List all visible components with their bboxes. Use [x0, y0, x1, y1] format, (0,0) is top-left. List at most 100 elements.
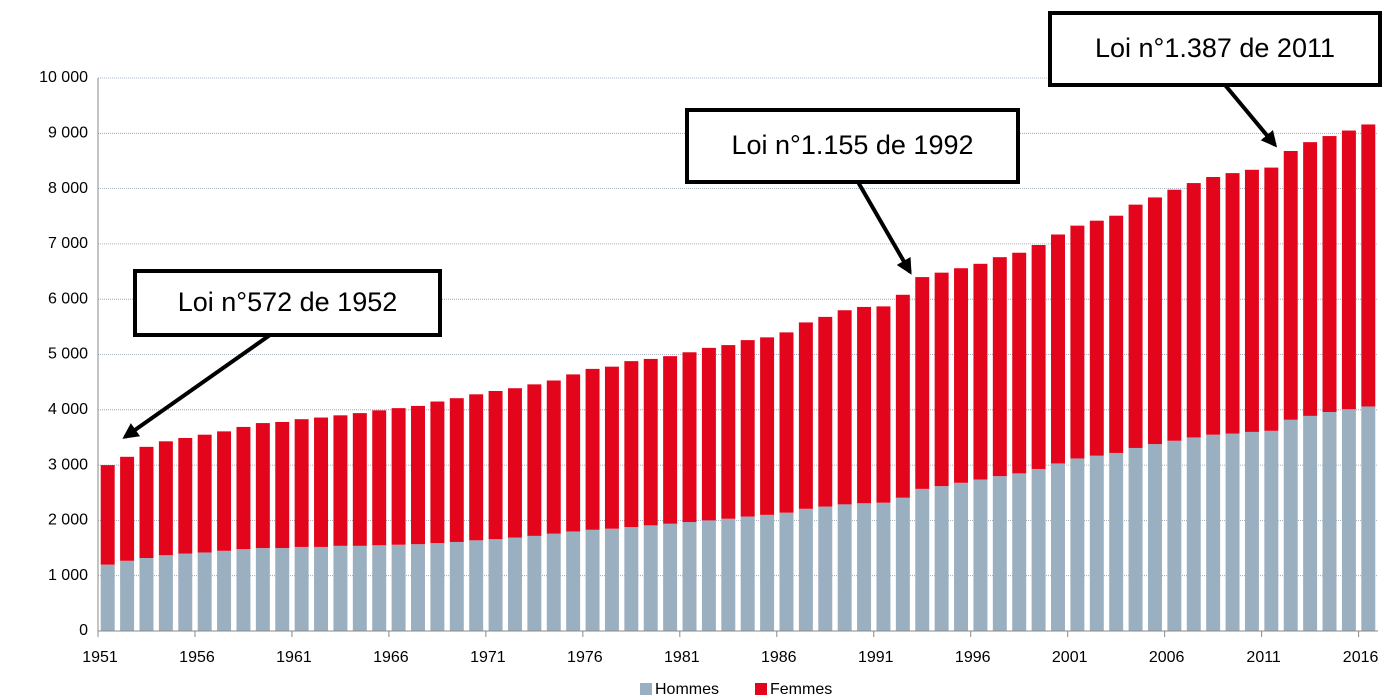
bar [294, 546, 309, 631]
bar [236, 426, 251, 550]
bar [1051, 234, 1065, 464]
bar [624, 361, 639, 528]
bar [1147, 444, 1162, 631]
bar [760, 337, 775, 515]
bar [139, 558, 154, 631]
bar [1303, 142, 1318, 416]
bar [1341, 409, 1356, 631]
x-tick-label: 2016 [1343, 649, 1379, 666]
annotation: Loi n°572 de 1952 [178, 287, 398, 317]
bar [1070, 458, 1085, 631]
bar [682, 522, 697, 631]
bar [1070, 225, 1085, 459]
bar [798, 322, 813, 509]
bar [973, 263, 988, 480]
bar [895, 497, 910, 631]
bar [1264, 430, 1279, 631]
bar [430, 401, 445, 544]
bar [934, 486, 949, 631]
bar [255, 548, 270, 631]
bar [1244, 169, 1259, 432]
bar [585, 368, 600, 530]
bar [740, 340, 755, 517]
annotation-box [685, 108, 1020, 184]
bar [1147, 197, 1162, 445]
y-tick-label: 10 000 [39, 69, 88, 86]
x-tick-label: 2006 [1149, 649, 1185, 666]
bar [217, 431, 232, 551]
y-tick-label: 8 000 [48, 180, 88, 197]
bar [411, 405, 425, 545]
bar [469, 540, 484, 631]
bar [372, 410, 387, 546]
bar [954, 268, 969, 483]
bar [488, 539, 503, 631]
bar [1031, 468, 1046, 631]
bar [682, 352, 697, 523]
bar [139, 446, 154, 559]
bar [275, 421, 290, 549]
bar [915, 277, 930, 489]
bar [915, 488, 930, 631]
bar [546, 533, 561, 631]
bar [449, 398, 464, 542]
bar [779, 512, 794, 631]
legend-swatch [755, 683, 767, 695]
bar [158, 441, 173, 556]
bar [391, 408, 406, 545]
x-tick-label: 1951 [82, 649, 118, 666]
x-tick-label: 2001 [1052, 649, 1088, 666]
legend-label: Femmes [770, 681, 832, 698]
bar [178, 438, 193, 554]
x-tick-label: 1986 [761, 649, 797, 666]
bar [469, 394, 484, 541]
bar [1322, 412, 1337, 631]
bar [721, 345, 736, 519]
bar [1206, 434, 1221, 631]
bar [178, 553, 193, 631]
bar [818, 506, 833, 631]
bar [663, 523, 678, 631]
annotation: Loi n°1.387 de 2011 [1095, 33, 1335, 63]
bar [507, 388, 522, 538]
bar [197, 434, 212, 553]
bar [1167, 189, 1182, 441]
annotation-arrow [1223, 83, 1278, 148]
legend-swatch [640, 683, 652, 695]
bar [566, 531, 581, 631]
bar [876, 502, 891, 631]
bar [294, 419, 309, 547]
bar [1109, 452, 1124, 631]
bar [798, 508, 813, 631]
annotation-box [133, 269, 442, 337]
annotation-box [1048, 11, 1382, 87]
bar [275, 548, 290, 631]
y-tick-label: 6 000 [48, 290, 88, 307]
bar [818, 316, 833, 507]
bar [411, 544, 425, 631]
bar [954, 482, 969, 631]
y-tick-label: 1 000 [48, 567, 88, 584]
bar [255, 423, 270, 549]
x-tick-label: 1956 [179, 649, 215, 666]
bar [760, 514, 775, 631]
x-tick-label: 1961 [276, 649, 312, 666]
bar [1225, 173, 1240, 434]
bar [1244, 431, 1259, 631]
bar [391, 544, 406, 631]
bar [1264, 167, 1279, 431]
bar [488, 390, 503, 540]
y-tick-label: 4 000 [48, 401, 88, 418]
bar [643, 358, 658, 526]
y-tick-label: 9 000 [48, 125, 88, 142]
bar [197, 552, 212, 631]
x-tick-label: 1996 [955, 649, 991, 666]
bar [352, 413, 367, 546]
bar [585, 529, 600, 631]
bar [779, 332, 794, 513]
bar [1089, 455, 1104, 631]
bar [895, 294, 910, 498]
bar [507, 537, 522, 631]
bar [1051, 463, 1065, 631]
